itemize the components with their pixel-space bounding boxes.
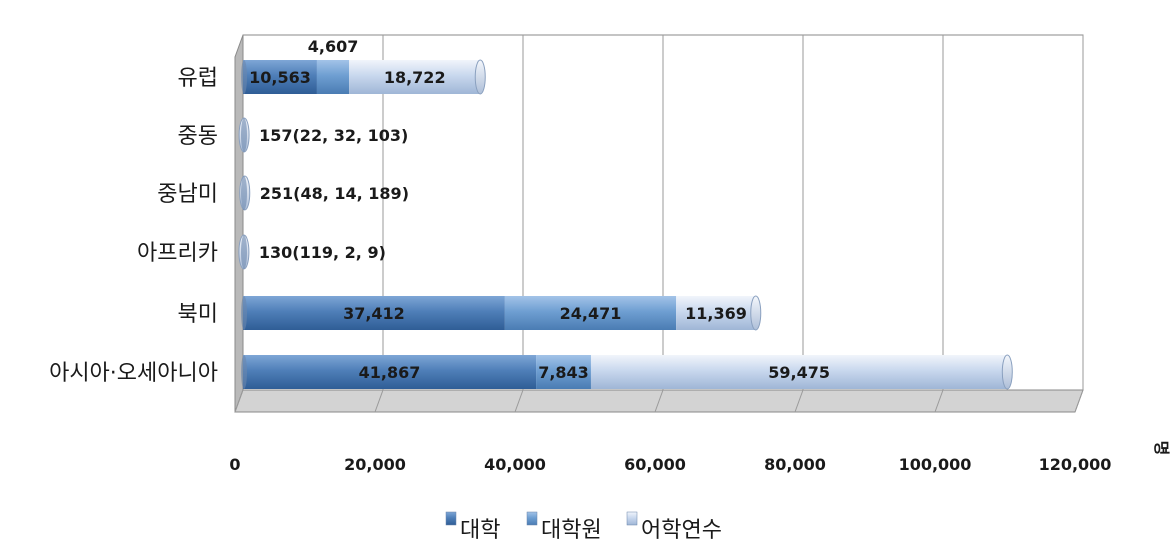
bar-start-cap (241, 235, 247, 269)
data-label: 41,867 (359, 363, 421, 382)
category-label: 아시아·오세아니아 (49, 361, 218, 386)
data-label: 10,563 (249, 68, 311, 87)
x-tick-label: 120,000 (1039, 455, 1112, 474)
x-axis-unit: 명 (1152, 441, 1171, 456)
data-label: 37,412 (343, 304, 405, 323)
legend-swatch-language (627, 512, 637, 525)
legend-label: 대학 (460, 518, 500, 543)
data-label: 7,843 (538, 363, 589, 382)
category-label: 북미 (178, 302, 218, 327)
legend: 대학 대학원 어학연수 (446, 512, 722, 543)
data-label: 59,475 (768, 363, 830, 382)
data-label: 4,607 (308, 37, 359, 56)
bar-start-cap (241, 176, 247, 210)
legend-swatch-university (446, 512, 456, 525)
legend-swatch-graduate (527, 512, 537, 525)
plot-side-wall (235, 35, 243, 412)
data-label: 157(22, 32, 103) (259, 126, 408, 145)
category-label: 아프리카 (137, 241, 218, 266)
data-label: 11,369 (685, 304, 747, 323)
data-label: 18,722 (384, 68, 446, 87)
bar-end-cap (751, 296, 761, 330)
bar-start-cap (241, 60, 247, 94)
category-label: 중동 (178, 124, 218, 149)
x-tick-label: 80,000 (764, 455, 826, 474)
x-tick-label: 20,000 (344, 455, 406, 474)
bar-start-cap (241, 296, 247, 330)
data-label: 251(48, 14, 189) (260, 184, 409, 203)
x-tick-label: 60,000 (624, 455, 686, 474)
bar-end-cap (475, 60, 485, 94)
bar-start-cap (241, 118, 247, 152)
data-label: 130(119, 2, 9) (259, 243, 386, 262)
legend-label: 대학원 (541, 518, 602, 543)
x-axis-ticks: 0 20,000 40,000 60,000 80,000 100,000 120,000 명 (229, 441, 1171, 474)
bar-start-cap (241, 355, 247, 389)
x-tick-label: 40,000 (484, 455, 546, 474)
bar-segment-graduate (317, 60, 349, 94)
category-label: 유럽 (178, 66, 218, 91)
category-label: 중남미 (157, 182, 218, 207)
bar-end-cap (1002, 355, 1012, 389)
legend-label: 어학연수 (641, 518, 722, 543)
x-tick-label: 100,000 (899, 455, 972, 474)
x-tick-label: 0 (229, 455, 240, 474)
data-label: 24,471 (560, 304, 622, 323)
